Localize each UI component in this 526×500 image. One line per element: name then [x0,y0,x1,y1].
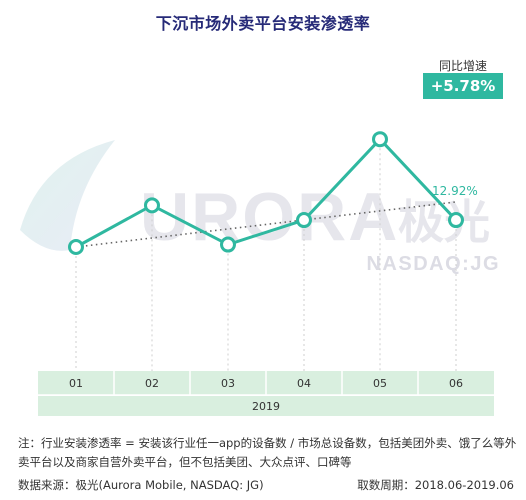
x-tick-label: 04 [297,377,311,390]
data-point [448,212,464,229]
data-point [68,239,84,255]
trend-line [75,201,457,248]
x-tick-label: 02 [145,377,159,390]
aurora-watermark: URORA 极光 NASDAQ:JG [20,140,500,275]
data-point [220,236,236,253]
x-axis-year-label: 2019 [252,400,280,413]
series-line [75,137,458,249]
data-point [372,131,388,148]
x-axis: 01 02 03 04 05 06 2019 [38,371,494,416]
category-gridlines [75,148,457,371]
x-tick-label: 01 [69,377,83,390]
x-tick-label: 05 [373,377,387,390]
data-point [144,197,160,214]
x-tick-label: 06 [449,377,463,390]
data-source: 数据来源：极光(Aurora Mobile, NASDAQ: JG) [18,478,264,492]
data-period: 取数周期：2018.06-2019.06 [357,478,514,492]
aurora-logo-icon [20,140,115,251]
data-points [68,131,464,255]
source-row: 数据来源：极光(Aurora Mobile, NASDAQ: JG) 取数周期：… [18,477,514,493]
x-axis-year-band [38,396,494,416]
chart-title: 下沉市场外卖平台安装渗透率 [155,14,371,33]
data-point [296,212,312,229]
watermark-ticker: NASDAQ:JG [366,253,500,275]
x-tick-label: 03 [221,377,235,390]
watermark-brand: URORA [140,179,399,255]
end-value-label: 12.92% [432,184,478,198]
growth-badge: +5.78% [423,73,503,99]
footnote: 注：行业安装渗透率 = 安装该行业任一app的设备数 / 市场总设备数，包括美团… [18,436,517,469]
growth-label: 同比增速 [438,59,487,73]
